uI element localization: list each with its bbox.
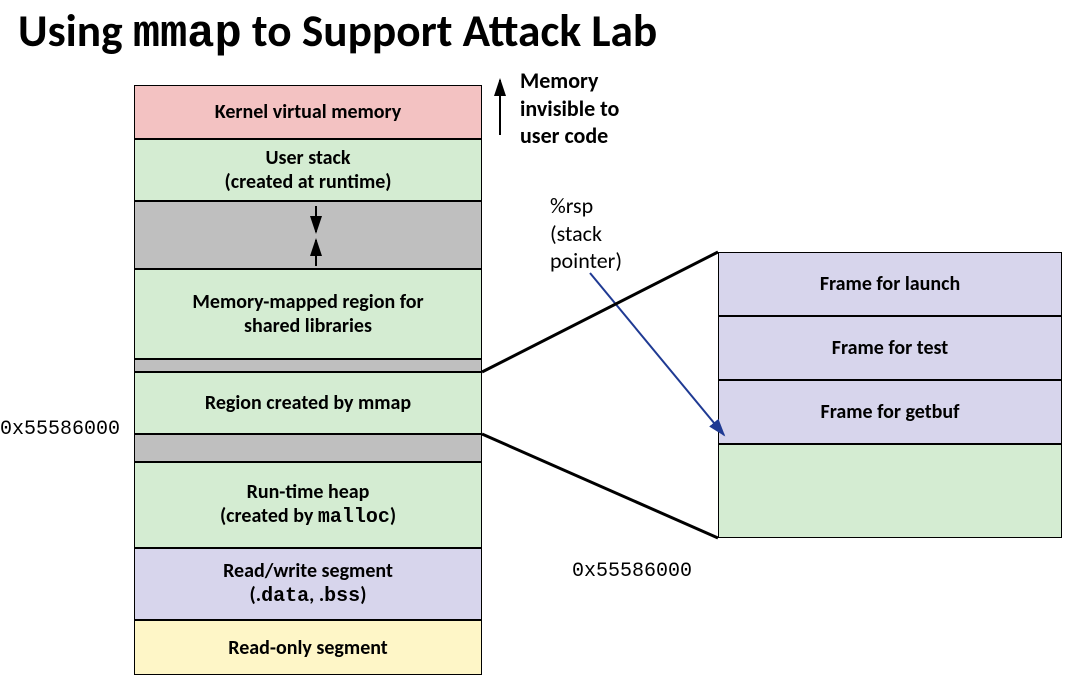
region-mmap-label: Region created by mmap (205, 391, 411, 415)
title-mono: mmap (133, 8, 242, 60)
region-gap-2 (134, 434, 482, 462)
region-ro-segment-label: Read-only segment (228, 636, 388, 660)
frame-empty (718, 444, 1062, 538)
region-gap-1 (134, 201, 482, 269)
region-shared-libs: Memory-mapped region forshared libraries (134, 269, 482, 359)
region-thin-gap (134, 359, 482, 372)
addr-left: 0x55586000 (0, 418, 120, 441)
region-user-stack-label: User stack(created at runtime) (224, 146, 391, 194)
frame-test: Frame for test (718, 316, 1062, 380)
region-rw-segment-label: Read/write segment(.data, .bss) (223, 559, 393, 609)
title-post: to Support Attack Lab (242, 4, 658, 59)
region-user-stack: User stack(created at runtime) (134, 139, 482, 201)
region-kernel-label: Kernel virtual memory (215, 100, 401, 124)
region-kernel: Kernel virtual memory (134, 85, 482, 139)
frame-getbuf: Frame for getbuf (718, 380, 1062, 444)
zoom-line-bottom (482, 434, 718, 538)
frame-getbuf-label: Frame for getbuf (821, 400, 960, 424)
arrow-rsp (590, 273, 724, 435)
label-rsp: %rsp(stackpointer) (550, 192, 622, 275)
region-ro-segment: Read-only segment (134, 620, 482, 675)
addr-right: 0x55586000 (572, 560, 692, 583)
region-shared-libs-label: Memory-mapped region forshared libraries (192, 290, 423, 338)
label-memory-invisible: Memoryinvisible touser code (520, 67, 619, 150)
region-rw-segment: Read/write segment(.data, .bss) (134, 548, 482, 620)
region-heap-label: Run-time heap(created by malloc) (220, 480, 396, 530)
frame-launch-label: Frame for launch (820, 272, 960, 296)
region-mmap: Region created by mmap (134, 372, 482, 434)
region-heap: Run-time heap(created by malloc) (134, 462, 482, 548)
diagram-stage: Using mmap to Support Attack Lab Kernel … (0, 0, 1080, 675)
title-pre: Using (18, 4, 133, 59)
frame-launch: Frame for launch (718, 252, 1062, 316)
frame-test-label: Frame for test (832, 336, 948, 360)
page-title: Using mmap to Support Attack Lab (18, 4, 657, 60)
